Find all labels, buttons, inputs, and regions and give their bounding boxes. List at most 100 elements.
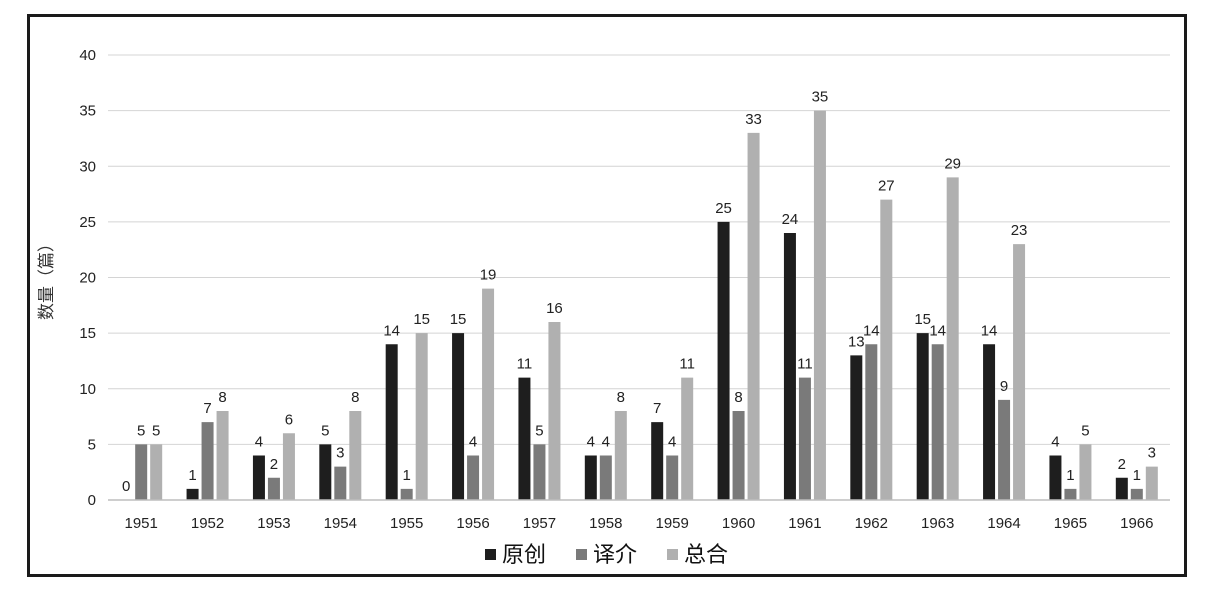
y-tick-label-5: 25 <box>79 214 96 231</box>
x-tick-label-1952: 1952 <box>191 515 224 532</box>
bar-1957-series-2 <box>548 322 561 500</box>
bar-1966-series-1 <box>1130 488 1143 500</box>
bar-1962-series-1 <box>865 344 878 500</box>
data-label-1954-series-1: 3 <box>336 445 344 462</box>
data-label-1963-series-1: 14 <box>929 322 946 339</box>
data-label-1954-series-2: 8 <box>351 389 359 406</box>
data-label-1955-series-0: 14 <box>383 322 400 339</box>
data-label-1956-series-1: 4 <box>469 434 477 451</box>
data-label-1951-series-2: 5 <box>152 422 160 439</box>
bar-1962-series-2 <box>880 199 893 500</box>
x-tick-label-1960: 1960 <box>722 515 755 532</box>
legend-label-0: 原创 <box>502 543 546 568</box>
bar-1965-series-0 <box>1049 455 1062 500</box>
bar-1966-series-2 <box>1145 466 1158 500</box>
y-tick-label-7: 35 <box>79 103 96 120</box>
data-label-1966-series-1: 1 <box>1133 467 1141 484</box>
x-tick-label-1956: 1956 <box>456 515 489 532</box>
x-tick-label-1954: 1954 <box>324 515 357 532</box>
data-label-1966-series-0: 2 <box>1118 456 1126 473</box>
data-label-1955-series-2: 15 <box>413 311 430 328</box>
legend-swatch-1 <box>576 549 587 560</box>
y-tick-label-6: 30 <box>79 158 96 175</box>
bar-1955-series-1 <box>400 488 413 500</box>
data-label-1955-series-1: 1 <box>403 467 411 484</box>
x-tick-label-1965: 1965 <box>1054 515 1087 532</box>
bar-1966-series-0 <box>1115 477 1128 500</box>
bar-1952-series-2 <box>216 411 229 500</box>
data-label-1964-series-2: 23 <box>1011 222 1028 239</box>
data-label-1953-series-1: 2 <box>270 456 278 473</box>
y-tick-label-8: 40 <box>79 47 96 64</box>
bar-1956-series-1 <box>467 455 480 500</box>
bar-1958-series-1 <box>599 455 612 500</box>
data-label-1965-series-1: 1 <box>1066 467 1074 484</box>
bar-1955-series-2 <box>415 333 428 500</box>
data-label-1962-series-0: 13 <box>848 333 865 350</box>
data-label-1965-series-0: 4 <box>1051 434 1059 451</box>
bar-1964-series-1 <box>998 399 1011 500</box>
x-tick-label-1963: 1963 <box>921 515 954 532</box>
data-label-1959-series-1: 4 <box>668 434 676 451</box>
data-label-1953-series-0: 4 <box>255 434 263 451</box>
bar-1964-series-2 <box>1013 244 1026 500</box>
data-label-1952-series-2: 8 <box>218 389 226 406</box>
x-tick-label-1961: 1961 <box>788 515 821 532</box>
legend-swatch-2 <box>667 549 678 560</box>
data-label-1952-series-1: 7 <box>203 400 211 417</box>
data-label-1951-series-0: 0 <box>122 478 130 495</box>
bar-1965-series-2 <box>1079 444 1092 500</box>
x-tick-label-1959: 1959 <box>656 515 689 532</box>
x-tick-label-1962: 1962 <box>855 515 888 532</box>
data-label-1966-series-2: 3 <box>1148 445 1156 462</box>
gridlines <box>108 54 1170 445</box>
data-label-1959-series-0: 7 <box>653 400 661 417</box>
data-label-1964-series-0: 14 <box>981 322 998 339</box>
data-label-1961-series-2: 35 <box>812 89 829 106</box>
y-tick-label-1: 5 <box>88 436 96 453</box>
data-label-1959-series-2: 11 <box>679 356 695 373</box>
bar-1963-series-0 <box>916 333 929 500</box>
data-label-1957-series-2: 16 <box>546 300 563 317</box>
bar-1951-series-2 <box>150 444 163 500</box>
bar-1965-series-1 <box>1064 488 1077 500</box>
bar-1952-series-1 <box>201 422 214 500</box>
data-label-1953-series-2: 6 <box>285 411 293 428</box>
data-label-1958-series-2: 8 <box>617 389 625 406</box>
legend: 原创 译介 总合 <box>485 543 728 568</box>
bar-1963-series-1 <box>931 344 944 500</box>
legend-swatch-0 <box>485 549 496 560</box>
bar-1959-series-2 <box>681 377 694 500</box>
bar-1952-series-0 <box>186 488 199 500</box>
bar-1957-series-0 <box>518 377 531 500</box>
legend-label-2: 总合 <box>684 543 728 568</box>
data-label-1951-series-1: 5 <box>137 422 145 439</box>
x-tick-label-1955: 1955 <box>390 515 423 532</box>
data-label-1965-series-2: 5 <box>1081 422 1089 439</box>
bar-1963-series-2 <box>946 177 959 500</box>
x-tick-label-1958: 1958 <box>589 515 622 532</box>
data-label-1963-series-0: 15 <box>914 311 931 328</box>
bar-1954-series-1 <box>334 466 347 500</box>
bar-1955-series-0 <box>385 344 398 500</box>
bar-1951-series-1 <box>135 444 148 500</box>
y-tick-label-3: 15 <box>79 325 96 342</box>
data-label-1963-series-2: 29 <box>944 155 961 172</box>
y-tick-label-4: 20 <box>79 270 96 287</box>
legend-label-1: 译介 <box>593 543 637 568</box>
chart-frame: 0 5 10 15 20 25 30 35 40 数量（篇） 0 5 5 1 7 8 4 2 6 5 3 8 14 1 15… <box>27 14 1187 577</box>
bar-1956-series-0 <box>452 333 465 500</box>
bar-1960-series-0 <box>717 221 730 500</box>
bar-1961-series-2 <box>813 110 826 500</box>
x-tick-label-1953: 1953 <box>257 515 290 532</box>
bar-1961-series-1 <box>798 377 811 500</box>
data-label-1962-series-2: 27 <box>878 178 895 195</box>
data-label-1961-series-1: 11 <box>797 356 813 373</box>
data-label-1958-series-1: 4 <box>602 434 610 451</box>
bar-1962-series-0 <box>850 355 863 500</box>
data-label-1960-series-1: 8 <box>734 389 742 406</box>
bar-1960-series-1 <box>732 411 745 500</box>
data-label-1954-series-0: 5 <box>321 422 329 439</box>
x-tick-label-1951: 1951 <box>125 515 158 532</box>
